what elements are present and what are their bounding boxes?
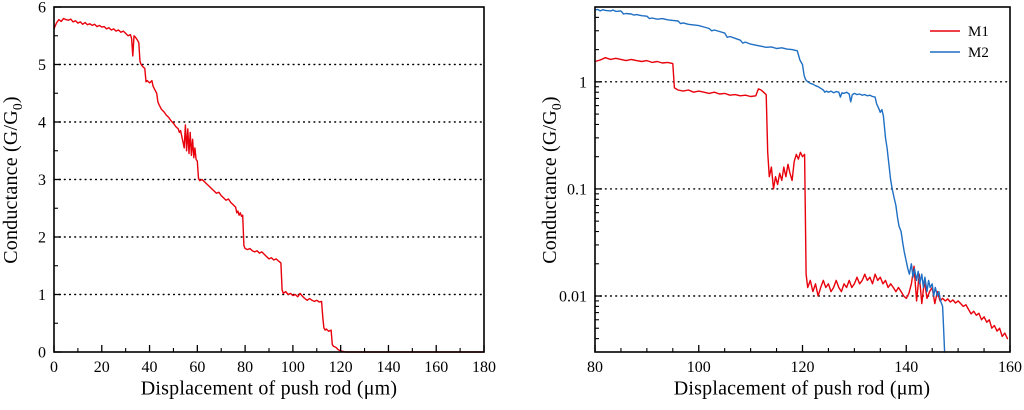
plot-frame (594, 6, 1011, 353)
gridlines (594, 81, 1011, 297)
x-tick-label: 140 (894, 359, 918, 376)
x-tick-label: 140 (376, 359, 400, 376)
y-tick-label: 1 (579, 74, 587, 91)
x-tick-label: 80 (237, 359, 253, 376)
y-tick-label: 0.1 (567, 181, 587, 198)
y-tick-label: 0 (38, 345, 46, 362)
y-tick-label: 1 (38, 287, 46, 304)
x-tick-label: 40 (142, 359, 158, 376)
right-x-axis-title: Displacement of push rod (μm) (674, 378, 930, 401)
legend-label-M1: M1 (968, 24, 989, 40)
left-y-axis-title-sub: 0 (10, 103, 25, 111)
left-y-axis-title-post: ) (0, 96, 22, 104)
right-y-axis-title-sub: 0 (549, 103, 564, 111)
gridlines (53, 63, 485, 296)
series-M2 (594, 8, 946, 353)
x-tick-label: 100 (281, 359, 305, 376)
y-tick-label: 2 (38, 230, 46, 247)
x-tick-label: 80 (587, 359, 603, 376)
y-tick-label: 4 (38, 115, 46, 132)
linear-conductance-chart: 0 20 40 60 80 100 120 140 160 180 0 1 2 3 4 5 6 (38, 0, 496, 376)
left-y-axis-title: Conductance (G/G0) (0, 96, 26, 264)
left-x-axis-title-text: Displacement of push rod (μm) (140, 377, 398, 400)
y-tick-label: 0.01 (559, 289, 587, 306)
right-y-axis-title: Conductance (G/G0) (539, 96, 565, 264)
series-s0 (53, 17, 485, 353)
axes-ticks: 80 100 120 140 160 1 0.1 0.01 (559, 16, 1022, 376)
y-tick-label: 6 (38, 0, 46, 17)
y-tick-label: 3 (38, 172, 46, 189)
x-tick-label: 160 (998, 359, 1022, 376)
left-y-axis-title-pre: Conductance (G/G (0, 110, 22, 264)
left-x-axis-title: Displacement of push rod (μm) (141, 378, 397, 401)
right-y-axis-title-post: ) (539, 96, 561, 104)
series-M1 (594, 57, 1009, 340)
x-tick-label: 160 (424, 359, 448, 376)
x-tick-label: 180 (472, 359, 496, 376)
x-tick-label: 20 (94, 359, 110, 376)
right-y-axis-title-pre: Conductance (G/G (539, 110, 561, 264)
x-tick-label: 60 (189, 359, 205, 376)
x-tick-label: 100 (687, 359, 711, 376)
x-tick-label: 0 (50, 359, 58, 376)
legend-label-M2: M2 (968, 45, 989, 61)
right-x-axis-title-text: Displacement of push rod (μm) (673, 377, 931, 400)
x-tick-label: 120 (329, 359, 353, 376)
y-tick-label: 5 (38, 57, 46, 74)
axes-ticks: 0 20 40 60 80 100 120 140 160 180 0 1 2 3 4 5 6 (38, 0, 496, 376)
x-tick-label: 120 (791, 359, 815, 376)
